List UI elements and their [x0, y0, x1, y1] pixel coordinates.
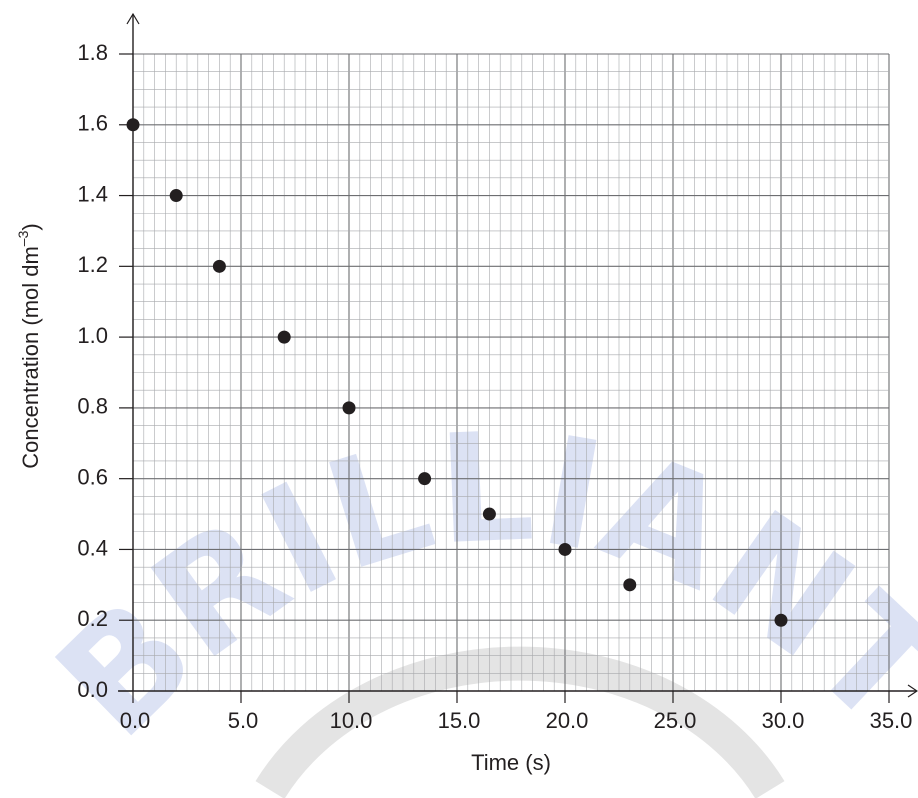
data-point [212, 259, 226, 273]
y-tick-label: 0.6 [77, 464, 108, 489]
y-tick-label: 0.0 [77, 677, 108, 702]
watermark-arc [255, 646, 785, 798]
tick-labels: 0.0 0.2 0.4 0.6 0.8 1.0 1.2 1.4 1.6 1.8 0.0 5.0 10.0… [77, 40, 912, 733]
x-tick-label: 20.0 [546, 708, 589, 733]
x-axis-title: Time (s) [471, 750, 551, 775]
data-point [558, 542, 572, 556]
data-point [774, 613, 788, 627]
x-tick-label: 10.0 [330, 708, 373, 733]
x-tick-label: 15.0 [438, 708, 481, 733]
y-tick-label: 1.6 [77, 111, 108, 136]
data-point [418, 472, 432, 486]
y-tick-label: 1.8 [77, 40, 108, 65]
x-tick-label: 25.0 [654, 708, 697, 733]
y-axis-title: Concentration (mol dm–3) [15, 223, 43, 468]
y-tick-label: 1.2 [77, 252, 108, 277]
x-tick-label: 5.0 [228, 708, 259, 733]
data-point [482, 507, 496, 521]
y-tick-label: 0.2 [77, 606, 108, 631]
data-points [126, 118, 788, 627]
y-axis-title-superscript: –3 [15, 230, 31, 246]
data-point [126, 118, 140, 132]
x-axis-arrow [907, 684, 918, 698]
data-point [623, 578, 637, 592]
grid [132, 53, 890, 692]
y-tick-label: 1.4 [77, 181, 108, 206]
data-point [342, 401, 356, 415]
x-tick-label: 35.0 [870, 708, 913, 733]
x-tick-label: 0.0 [120, 708, 151, 733]
data-point [169, 189, 183, 203]
y-axis-title-close: ) [18, 223, 43, 230]
y-axis-title-main: Concentration (mol dm [18, 246, 43, 469]
y-tick-label: 1.0 [77, 323, 108, 348]
y-axis-arrow [126, 12, 140, 25]
data-point [277, 330, 291, 344]
y-tick-label: 0.8 [77, 394, 108, 419]
y-tick-label: 0.4 [77, 535, 108, 560]
x-tick-label: 30.0 [762, 708, 805, 733]
